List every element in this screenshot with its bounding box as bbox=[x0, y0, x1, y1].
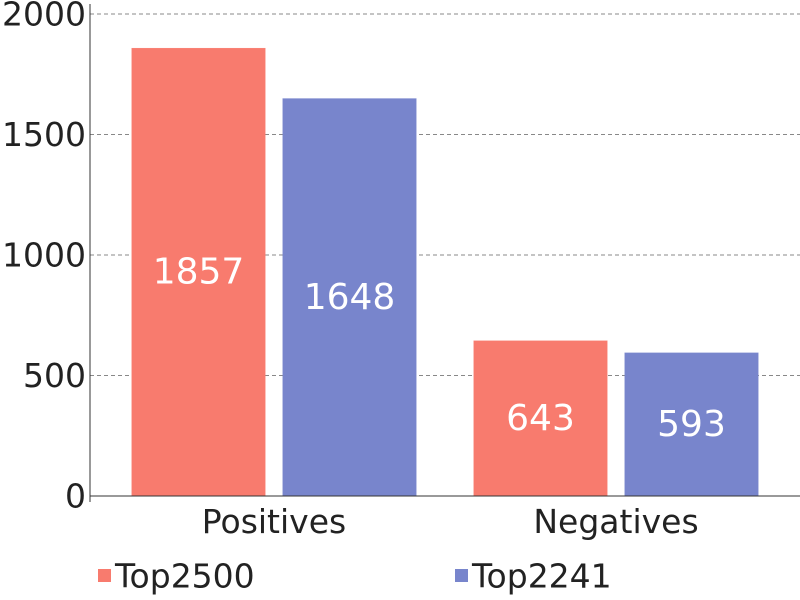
legend-label: Top2500 bbox=[114, 557, 255, 596]
y-tick-label: 2000 bbox=[2, 0, 86, 34]
bar-value-label: 1648 bbox=[304, 277, 396, 318]
x-category-label: Positives bbox=[202, 502, 346, 541]
legend-label: Top2241 bbox=[471, 557, 612, 596]
bars: 1857 643 1648 593 bbox=[131, 47, 759, 497]
x-category-label: Negatives bbox=[533, 502, 698, 541]
bar-value-label: 1857 bbox=[153, 252, 245, 293]
bar bbox=[473, 340, 608, 497]
bar-value-label: 593 bbox=[657, 404, 726, 445]
y-axis-ticks: 0 500 1000 1500 2000 bbox=[2, 0, 86, 516]
y-tick-label: 0 bbox=[65, 477, 86, 516]
legend-swatch bbox=[98, 569, 111, 582]
y-tick-label: 1500 bbox=[2, 115, 86, 154]
bar-value-label: 643 bbox=[506, 398, 575, 439]
y-tick-label: 500 bbox=[23, 356, 86, 395]
bar bbox=[131, 47, 266, 497]
legend: Top2500 Top2241 bbox=[98, 557, 612, 596]
axes bbox=[89, 4, 800, 502]
x-axis-categories: Positives Negatives bbox=[202, 502, 699, 541]
y-tick-label: 1000 bbox=[2, 236, 86, 275]
legend-swatch bbox=[455, 569, 468, 582]
bar bbox=[282, 98, 417, 497]
bar bbox=[624, 352, 759, 497]
